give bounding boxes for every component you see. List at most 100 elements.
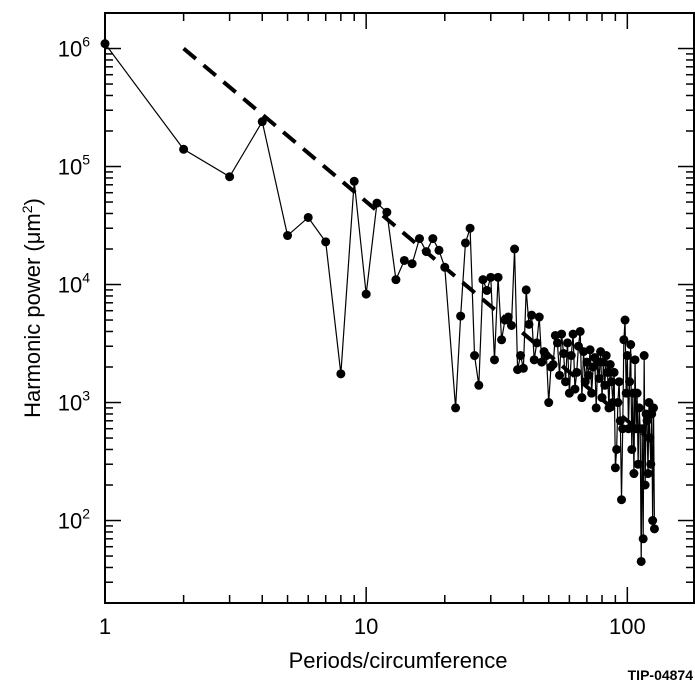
y-tick-label-exponent: 6 <box>82 34 90 50</box>
data-point <box>583 370 593 380</box>
y-tick-label-exponent: 3 <box>82 388 90 404</box>
data-point <box>497 335 507 345</box>
data-point <box>428 234 438 244</box>
data-point <box>610 463 620 473</box>
data-point <box>642 416 652 426</box>
data-point <box>640 480 650 490</box>
data-point <box>521 285 531 295</box>
y-tick-label: 104 <box>58 270 90 298</box>
data-point <box>434 245 444 255</box>
axis-ticks <box>104 12 694 604</box>
data-point <box>585 345 595 355</box>
data-point <box>372 198 382 208</box>
data-point <box>630 355 640 365</box>
data-point <box>361 289 371 299</box>
y-tick-label: 105 <box>58 152 90 180</box>
data-point <box>179 144 189 154</box>
data-point <box>617 495 627 505</box>
data-point <box>478 275 488 285</box>
figure-id-label: TIP-04874 <box>628 667 694 683</box>
data-point <box>612 444 622 454</box>
data-point <box>225 172 235 182</box>
data-point <box>649 403 659 413</box>
x-tick-label: 100 <box>609 614 646 639</box>
y-tick-label: 106 <box>58 34 90 62</box>
data-point <box>639 351 649 361</box>
data-point <box>609 367 619 377</box>
data-point <box>548 360 558 369</box>
data-point <box>493 272 503 282</box>
data-series-line <box>104 43 656 562</box>
data-point <box>613 398 623 408</box>
data-point <box>534 312 544 322</box>
data-point <box>544 398 554 408</box>
data-point <box>561 377 571 387</box>
y-axis-title: Harmonic power (μm2) <box>19 198 45 418</box>
y-tick-label-base: 10 <box>58 509 82 534</box>
data-point <box>349 176 359 186</box>
data-point <box>391 275 401 285</box>
data-point <box>465 223 475 233</box>
data-point <box>456 311 466 321</box>
plot-frame <box>104 12 695 604</box>
data-point <box>626 340 636 350</box>
data-point <box>524 319 534 329</box>
data-point <box>474 380 484 390</box>
data-point <box>527 310 537 320</box>
data-point <box>486 272 496 282</box>
data-point <box>614 377 624 387</box>
data-point <box>623 424 633 434</box>
data-series <box>100 39 659 566</box>
data-point <box>559 349 569 359</box>
data-point <box>605 360 615 369</box>
data-point <box>638 534 648 544</box>
y-tick-label-base: 10 <box>58 273 82 298</box>
power-law-fit-line <box>182 46 650 440</box>
data-point <box>575 326 585 336</box>
data-point <box>570 384 580 394</box>
data-point <box>321 237 331 247</box>
data-point <box>257 117 267 127</box>
data-point <box>568 329 578 339</box>
data-point <box>407 259 417 269</box>
y-tick-label-base: 10 <box>58 155 82 180</box>
data-point <box>648 516 658 526</box>
data-point <box>336 369 346 379</box>
data-point <box>555 370 565 380</box>
data-point <box>510 244 520 254</box>
data-point <box>552 338 562 348</box>
x-tick-labels: 1 10 100 <box>99 614 646 639</box>
data-point <box>594 373 604 383</box>
data-point <box>577 393 587 403</box>
y-tick-label-base: 10 <box>58 37 82 62</box>
data-point <box>632 388 642 398</box>
x-axis-title: Periods/circumference <box>289 648 508 673</box>
data-point <box>637 424 647 434</box>
data-point <box>636 556 646 566</box>
data-point <box>601 351 611 361</box>
y-axis-title-suffix: ) <box>20 198 45 205</box>
x-tick-label: 1 <box>99 614 111 639</box>
data-point <box>414 234 424 244</box>
y-tick-label: 103 <box>58 388 90 416</box>
data-point <box>537 357 547 367</box>
x-tick-label: 10 <box>354 614 378 639</box>
data-point <box>382 207 392 217</box>
data-point <box>562 338 572 348</box>
y-tick-label-exponent: 2 <box>82 506 90 522</box>
y-tick-label-exponent: 5 <box>82 152 90 168</box>
data-point <box>643 469 653 479</box>
data-point <box>634 403 644 413</box>
data-point <box>566 351 576 361</box>
data-point <box>557 329 567 339</box>
data-point <box>399 255 409 265</box>
data-point <box>482 285 492 295</box>
data-point <box>622 351 632 361</box>
data-point <box>620 315 630 325</box>
y-tick-label: 102 <box>58 506 90 534</box>
data-point <box>619 335 629 345</box>
data-point <box>621 388 631 398</box>
data-point <box>649 524 659 534</box>
data-point <box>451 403 461 413</box>
